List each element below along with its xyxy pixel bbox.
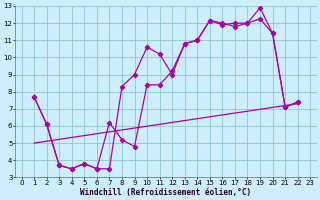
X-axis label: Windchill (Refroidissement éolien,°C): Windchill (Refroidissement éolien,°C) — [80, 188, 252, 197]
